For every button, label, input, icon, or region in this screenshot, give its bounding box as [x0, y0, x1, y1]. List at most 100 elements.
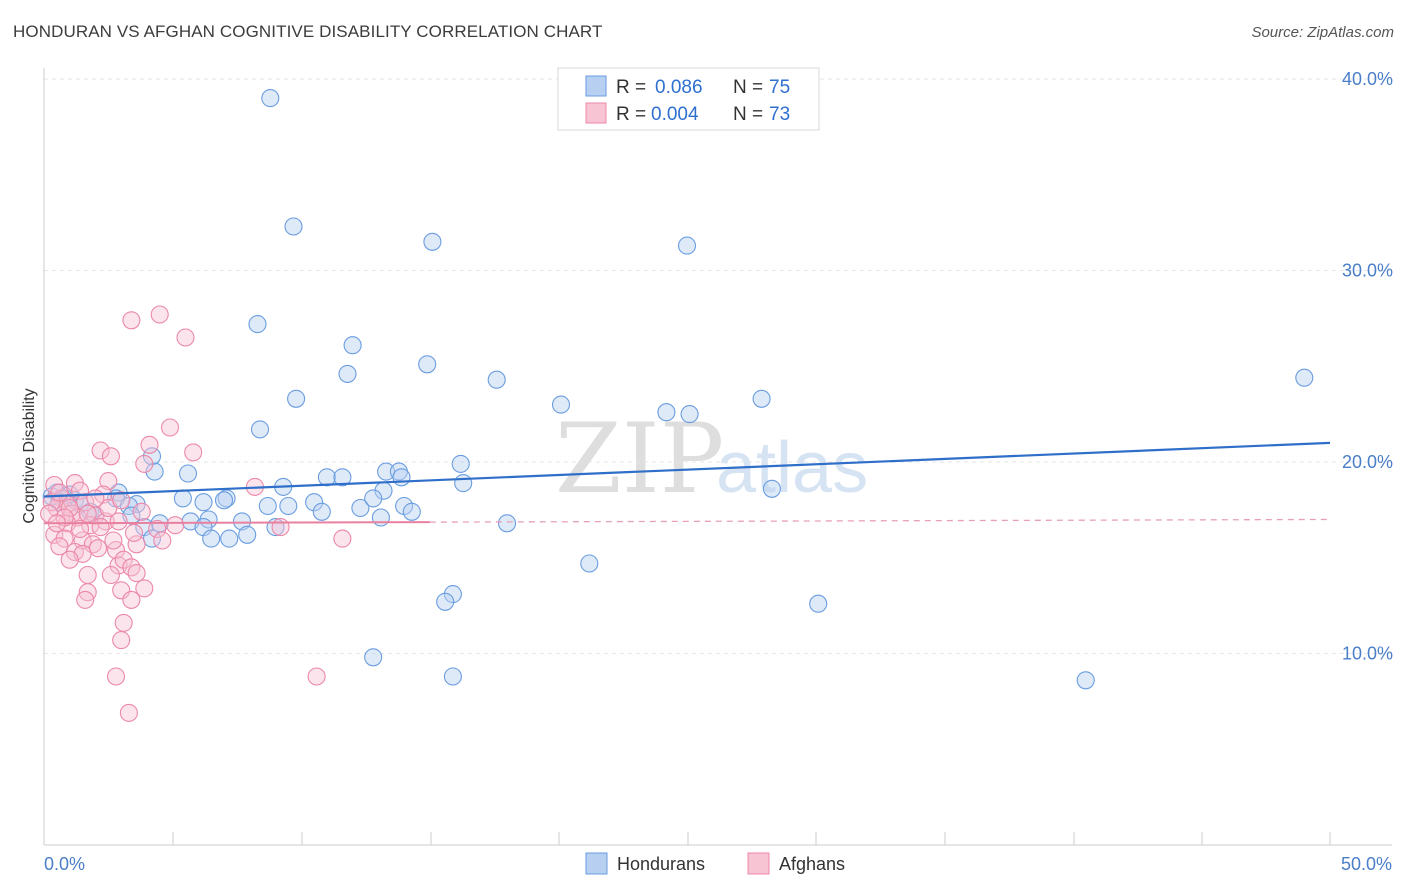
honduran-point	[809, 594, 828, 613]
grid-lines	[44, 78, 1392, 654]
honduran-point	[284, 217, 303, 236]
chart-source: Source: ZipAtlas.com	[1251, 24, 1394, 41]
bottom-legend-label-hondurans: Hondurans	[617, 854, 705, 874]
y-tick-label: 30.0%	[1342, 261, 1393, 281]
afghan-point	[135, 579, 154, 598]
hondurans-points	[42, 89, 1314, 690]
bottom-legend-swatch-hondurans	[585, 852, 608, 875]
afghan-point	[88, 539, 108, 558]
afghans-trend-line-dashed	[429, 518, 1331, 523]
legend-swatch-afghans	[585, 102, 607, 124]
afghan-point	[112, 631, 131, 650]
honduran-point	[312, 502, 331, 521]
honduran-point	[214, 491, 234, 510]
x-tick-label: 50.0%	[1341, 854, 1392, 874]
afghan-point	[148, 519, 167, 539]
honduran-point	[248, 315, 267, 334]
afghan-point	[132, 502, 151, 521]
watermark-zip: ZIP	[555, 403, 724, 515]
afghan-point	[60, 550, 79, 569]
bottom-legend-swatch-afghans	[747, 852, 770, 875]
legend-n-value-2: 73	[769, 104, 790, 125]
afghan-point	[135, 454, 154, 473]
afghan-point	[96, 512, 115, 531]
series-legend: Hondurans Afghans	[585, 852, 845, 875]
afghan-point	[101, 565, 120, 585]
honduran-point	[343, 336, 362, 355]
afghan-point	[91, 441, 110, 460]
bottom-legend-label-afghans: Afghans	[779, 854, 845, 874]
afghan-point	[307, 667, 326, 686]
afghan-point	[78, 565, 97, 585]
honduran-point	[261, 89, 280, 108]
afghan-point	[271, 518, 290, 537]
hondurans-trend-line	[43, 441, 1331, 498]
afghan-point	[124, 523, 144, 542]
afghan-point	[109, 512, 128, 531]
afghan-point	[333, 529, 352, 548]
y-tick-label: 10.0%	[1342, 644, 1393, 664]
honduran-point	[454, 474, 473, 493]
honduran-point	[497, 514, 517, 533]
afghans-trend-line-solid	[43, 521, 430, 525]
honduran-point	[173, 489, 192, 508]
honduran-point	[317, 468, 336, 487]
honduran-point	[351, 498, 370, 518]
honduran-point	[232, 512, 252, 531]
afghan-point	[127, 535, 146, 554]
afghan-point	[122, 590, 141, 609]
honduran-point	[145, 462, 164, 481]
afghan-point	[160, 418, 180, 437]
honduran-point	[423, 232, 442, 251]
honduran-point	[418, 355, 437, 374]
honduran-point	[258, 496, 277, 516]
legend-n-label-2: N =	[733, 104, 763, 125]
honduran-point	[364, 489, 383, 508]
honduran-point	[402, 502, 421, 521]
legend-r-value-2: 0.004	[651, 104, 699, 125]
honduran-point	[436, 592, 455, 611]
honduran-point	[443, 585, 462, 604]
honduran-point	[677, 236, 697, 255]
legend-swatch-hondurans	[585, 75, 607, 97]
honduran-point	[194, 493, 213, 512]
honduran-point	[238, 525, 257, 544]
afghan-point	[127, 564, 146, 583]
honduran-point	[371, 508, 390, 527]
afghan-point	[166, 516, 185, 535]
afghan-point	[76, 590, 95, 609]
afghan-point	[140, 435, 159, 454]
afghans-points	[40, 305, 352, 722]
honduran-point	[279, 496, 298, 516]
afghan-point	[150, 305, 169, 324]
honduran-point	[333, 468, 352, 487]
afghan-point	[119, 703, 138, 722]
afghan-point	[114, 613, 133, 632]
afghan-point	[114, 550, 133, 569]
afghan-point	[86, 489, 105, 508]
y-tick-label: 40.0%	[1342, 69, 1393, 89]
legend-r-label-1: R =	[616, 77, 646, 98]
afghan-point	[153, 531, 172, 550]
honduran-point	[364, 648, 383, 667]
afghan-point	[60, 498, 79, 518]
legend-n-value-1: 75	[769, 77, 790, 98]
afghan-point	[101, 447, 120, 466]
afghan-point	[42, 493, 61, 512]
honduran-point	[762, 479, 781, 498]
honduran-point	[680, 405, 699, 424]
legend-n-label-1: N =	[733, 77, 763, 98]
afghan-point	[78, 504, 97, 523]
x-tick-labels: 0.0% 50.0%	[44, 854, 1392, 874]
afghan-point	[112, 491, 131, 510]
honduran-point	[657, 403, 676, 422]
afghan-point	[122, 311, 141, 330]
honduran-point	[142, 447, 162, 466]
honduran-point	[451, 454, 470, 473]
honduran-point	[443, 667, 462, 686]
afghan-point	[40, 504, 59, 523]
afghan-point	[176, 328, 195, 347]
afghan-point	[50, 483, 69, 502]
honduran-point	[202, 529, 221, 548]
